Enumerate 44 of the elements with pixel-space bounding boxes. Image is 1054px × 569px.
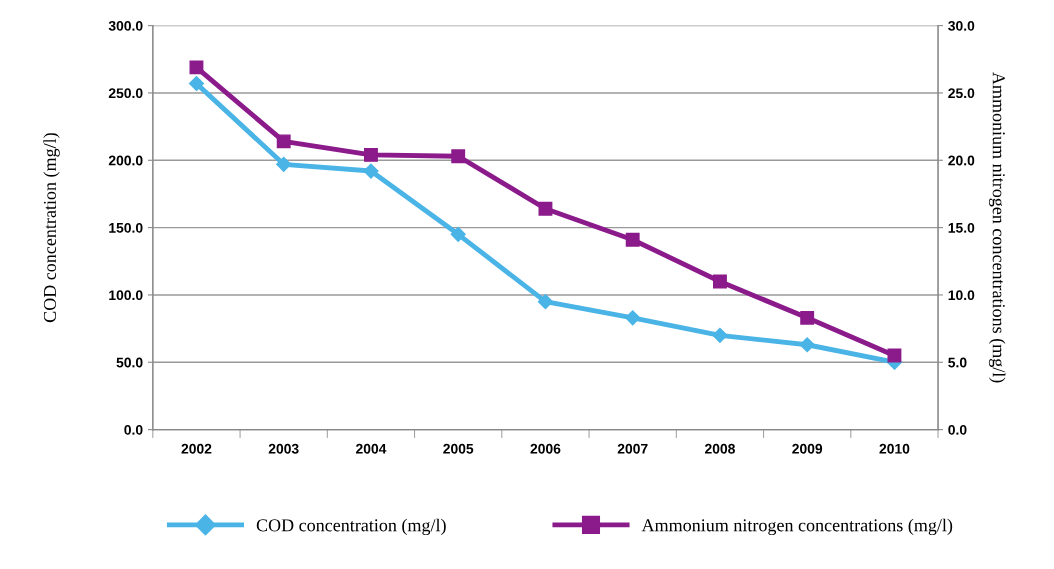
y-tick-label: 250.0 bbox=[108, 88, 143, 99]
x-tick-label: 2005 bbox=[443, 443, 474, 454]
point bbox=[887, 348, 902, 363]
y-tick-label: 150.0 bbox=[109, 222, 143, 233]
legend-label: Ammonium nitrogen concentrations (mg/l) bbox=[641, 518, 953, 536]
y2-tick-label: 5.0 bbox=[948, 357, 967, 368]
legend-label: COD concentration (mg/l) bbox=[256, 518, 446, 536]
x-tick-label: 2006 bbox=[530, 443, 561, 454]
point bbox=[450, 226, 466, 242]
point bbox=[363, 163, 379, 179]
point bbox=[276, 156, 292, 172]
point bbox=[538, 201, 553, 216]
y-tick-label: 100.0 bbox=[109, 290, 143, 301]
x-tick-label: 2002 bbox=[181, 443, 212, 454]
y2-tick-label: 25.0 bbox=[948, 88, 975, 99]
point bbox=[364, 147, 378, 162]
y-tick-label: 50.0 bbox=[116, 357, 143, 368]
x-tick-label: 2007 bbox=[617, 443, 648, 454]
point bbox=[799, 337, 815, 353]
y2-tick-label: 0.0 bbox=[948, 424, 967, 435]
point bbox=[625, 310, 641, 326]
x-tick-label: 2004 bbox=[355, 443, 387, 454]
point bbox=[625, 232, 640, 247]
x-tick-label: 2010 bbox=[879, 443, 910, 454]
x-tick-label: 2008 bbox=[704, 443, 735, 454]
x-tick-label: 2003 bbox=[268, 443, 299, 454]
y-tick-label: 300.0 bbox=[108, 20, 143, 31]
point bbox=[188, 75, 205, 92]
point bbox=[712, 327, 728, 343]
y2-tick-label: 30.0 bbox=[948, 20, 975, 31]
y2-tick-label: 20.0 bbox=[948, 155, 975, 166]
y2-tick-label: 15.0 bbox=[948, 222, 975, 233]
point bbox=[712, 274, 727, 289]
y-tick-label: 0.0 bbox=[124, 424, 143, 435]
point bbox=[189, 60, 204, 75]
y-axis-title: COD concentration (mg/l) bbox=[43, 133, 60, 323]
y-tick-label: 200.0 bbox=[108, 155, 143, 166]
y2-axis-title: Ammonium nitrogen concentrations (mg/l) bbox=[988, 72, 1006, 383]
point bbox=[800, 310, 815, 325]
point bbox=[276, 134, 291, 149]
x-tick-label: 2009 bbox=[792, 443, 823, 454]
y2-tick-label: 10.0 bbox=[948, 290, 975, 301]
point bbox=[537, 294, 554, 310]
point bbox=[451, 149, 466, 164]
